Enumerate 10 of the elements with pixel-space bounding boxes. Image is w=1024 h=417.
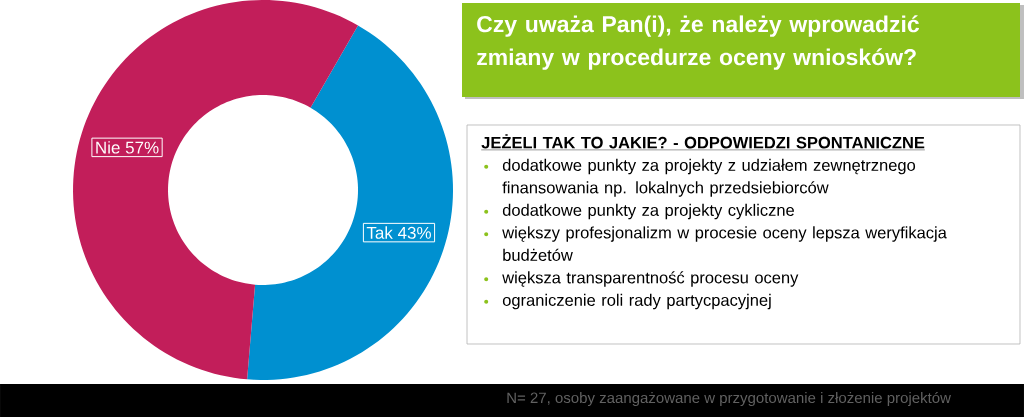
slice-label: Tak xyxy=(366,226,393,239)
text: Czy uważa Pan(i), że należy wprowadzić zmiany w procedurze oceny wniosków? xyxy=(477,15,920,70)
data-label: 57% xyxy=(125,141,159,154)
text: JEŻELI TAK TO JAKIE? - ODPOWIEDZI SPONTANICZNE xyxy=(481,134,925,149)
text: dodatkowe punkty za projekty cykliczne xyxy=(502,203,794,220)
text: ograniczenie roli rady partycpacyjnej xyxy=(502,293,771,310)
text: większa transparentność procesu oceny xyxy=(502,271,799,287)
data-label: 43% xyxy=(397,226,431,239)
text: N= 27, osoby zaangażowane w przygotowanie i złożenie projektów xyxy=(507,391,951,407)
slice-label: Nie xyxy=(96,141,120,154)
